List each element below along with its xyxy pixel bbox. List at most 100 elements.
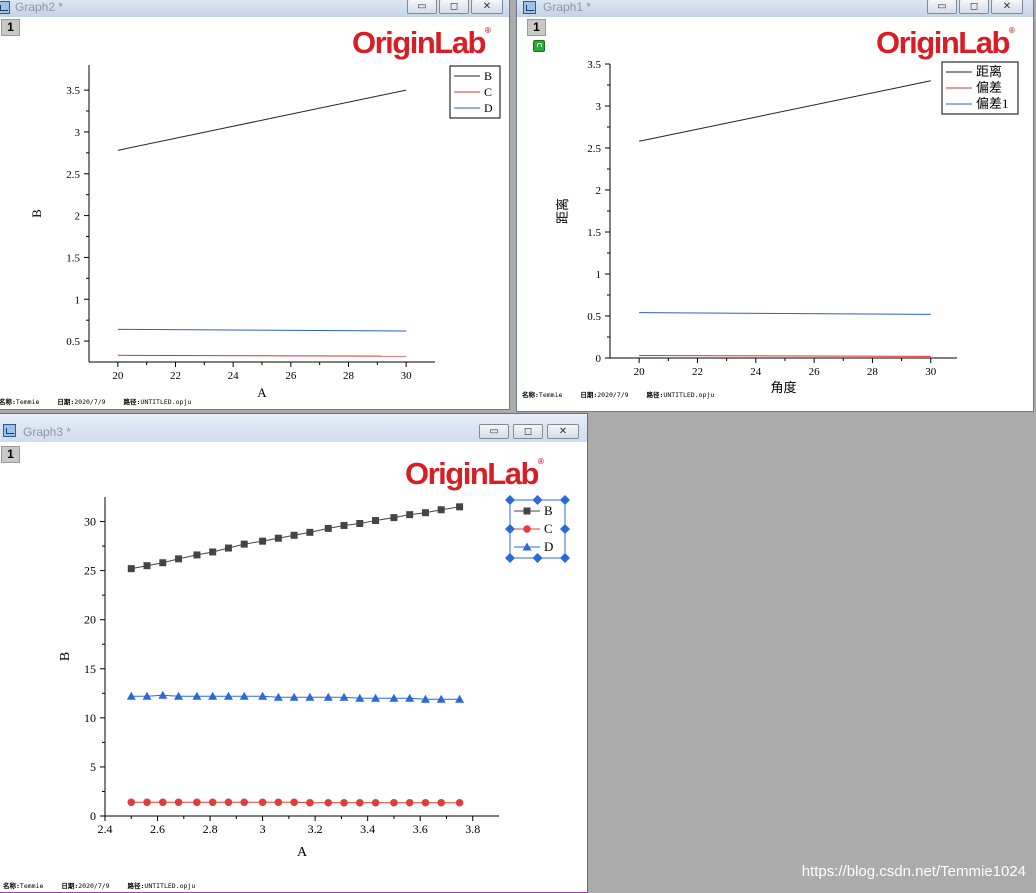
footer-path-label: 路径: (123, 398, 140, 406)
y-tick-label: 0.5 (587, 311, 601, 323)
data-point-B (128, 565, 135, 572)
x-tick-label: 20 (112, 370, 124, 382)
legend-label: D (484, 101, 493, 115)
data-point-C (306, 799, 314, 807)
data-point-C (290, 798, 298, 806)
footer-date-label: 日期: (580, 391, 597, 399)
data-point-B (356, 520, 363, 527)
footer-date-label: 日期: (57, 398, 74, 406)
data-point-C (275, 798, 283, 806)
x-tick-label: 28 (867, 366, 879, 378)
minimize-button[interactable]: ▭ (927, 0, 957, 14)
minimize-button[interactable]: ▭ (479, 424, 509, 439)
y-tick-label: 1 (75, 294, 81, 306)
restore-button[interactable]: ◻ (439, 0, 469, 14)
data-point-C (456, 799, 464, 807)
footer-name: Temmie (20, 882, 43, 890)
close-button[interactable]: ✕ (991, 0, 1023, 14)
data-point-C (193, 798, 201, 806)
y-tick-label: 2 (75, 211, 81, 223)
y-tick-label: 3 (75, 127, 81, 139)
data-point-B (225, 545, 232, 552)
data-point-B (209, 548, 216, 555)
data-point-D (158, 691, 167, 699)
footer-name-label: 名称: (522, 391, 539, 399)
data-point-C (209, 798, 217, 806)
graph2-footer: 名称:Temmie 日期:2020/7/9 路径:UNTITLED.opju (0, 396, 205, 406)
graph-window-icon (523, 1, 536, 14)
data-point-B (291, 532, 298, 539)
graph3-titlebar[interactable]: Graph3 * ▭ ◻ ✕ (0, 414, 587, 442)
data-point-B (406, 511, 413, 518)
x-tick-label: 22 (692, 366, 703, 378)
close-button[interactable]: ✕ (471, 0, 503, 14)
data-point-C (240, 798, 248, 806)
x-tick-label: 24 (750, 366, 762, 378)
minimize-button[interactable]: ▭ (407, 0, 437, 14)
restore-button[interactable]: ◻ (959, 0, 989, 14)
footer-path: UNTITLED.opju (140, 398, 191, 406)
footer-date: 2020/7/9 (78, 882, 109, 890)
y-tick-label: 1 (596, 269, 602, 281)
data-point-B (341, 522, 348, 529)
data-point-C (356, 799, 364, 807)
data-point-B (144, 562, 151, 569)
close-button[interactable]: ✕ (547, 424, 579, 439)
y-axis-label: 距离 (555, 198, 570, 224)
graph2-titlebar[interactable]: Graph2 * ▭ ◻ ✕ (0, 0, 509, 17)
series-line-C (118, 355, 406, 356)
data-point-D (437, 695, 446, 703)
footer-date: 2020/7/9 (74, 398, 105, 406)
y-tick-label: 3.5 (66, 85, 80, 97)
y-tick-label: 0 (90, 809, 96, 823)
x-tick-label: 2.6 (150, 822, 165, 836)
footer-path: UNTITLED.opju (144, 882, 195, 890)
series-line-D (118, 329, 406, 331)
graph1-title: Graph1 * (543, 0, 591, 14)
x-tick-label: 22 (170, 370, 181, 382)
x-tick-label: 20 (634, 366, 646, 378)
footer-name: Temmie (16, 398, 39, 406)
data-point-B (259, 538, 266, 545)
data-point-C (259, 798, 267, 806)
graph3-title: Graph3 * (23, 425, 71, 439)
legend-label: C (544, 521, 553, 536)
y-tick-label: 2 (596, 185, 602, 197)
x-tick-label: 2.8 (203, 822, 218, 836)
x-tick-label: 3.8 (465, 822, 480, 836)
legend-label: 偏差 (976, 80, 1002, 95)
y-tick-label: 25 (84, 564, 96, 578)
graph2-title: Graph2 * (15, 0, 63, 14)
footer-name-label: 名称: (0, 398, 16, 406)
x-tick-label: 3.2 (308, 822, 323, 836)
y-tick-label: 2.5 (587, 143, 601, 155)
y-tick-label: 0.5 (66, 336, 80, 348)
restore-button[interactable]: ◻ (513, 424, 543, 439)
legend-label: 偏差1 (976, 96, 1009, 111)
data-point-B (422, 509, 429, 516)
data-point-C (406, 799, 414, 807)
data-point-C (422, 799, 430, 807)
data-point-C (390, 799, 398, 807)
graph1-titlebar[interactable]: Graph1 * ▭ ◻ ✕ (517, 0, 1033, 17)
legend-label: 距离 (976, 64, 1002, 79)
data-point-C (175, 798, 183, 806)
data-point-B (241, 541, 248, 548)
y-tick-label: 30 (84, 515, 96, 529)
legend-marker (524, 508, 531, 515)
y-tick-label: 20 (84, 613, 96, 627)
graph-window-icon (3, 424, 16, 437)
y-tick-label: 5 (90, 760, 96, 774)
data-point-C (437, 799, 445, 807)
y-axis-label: B (29, 209, 44, 218)
x-tick-label: 3 (260, 822, 266, 836)
